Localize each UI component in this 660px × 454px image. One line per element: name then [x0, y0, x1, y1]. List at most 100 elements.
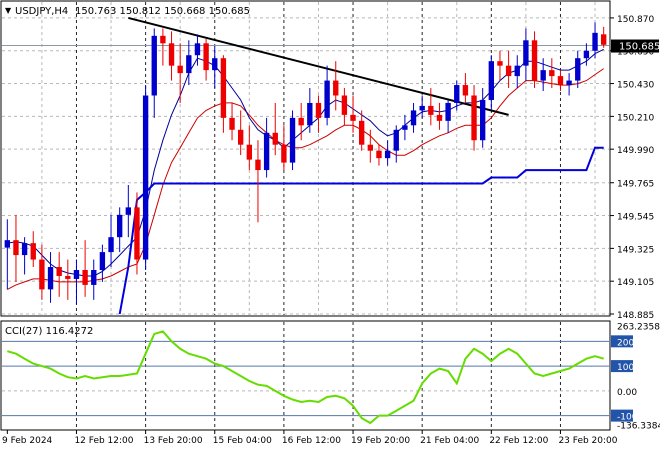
candle-body — [108, 237, 114, 253]
candle-body — [471, 95, 477, 141]
candle — [108, 214, 114, 268]
candle-body — [134, 207, 140, 260]
candle-body — [566, 80, 572, 86]
y-tick-label: 149.105 — [617, 278, 654, 288]
candle-body — [497, 61, 503, 66]
candle — [13, 214, 19, 282]
candle-body — [21, 243, 28, 256]
cci-panel-frame — [0, 320, 611, 431]
trendline[interactable] — [128, 16, 509, 116]
x-axis: 9 Feb 2024 12 Feb 12:00 13 Feb 20:00 15 Feb… — [2, 430, 618, 446]
candle — [523, 28, 529, 81]
x-tick-label: 23 Feb 20:00 — [558, 436, 617, 446]
candle-body — [13, 240, 19, 256]
candle-body — [358, 120, 365, 145]
candle — [298, 102, 304, 141]
candle-body — [341, 95, 348, 115]
candle-body — [65, 275, 71, 279]
y-tick-label: 148.885 — [617, 311, 654, 321]
candle — [531, 31, 538, 89]
cci-tick-label: 200 — [617, 338, 634, 348]
candle-body — [454, 85, 460, 103]
candle — [575, 50, 581, 89]
candle — [384, 140, 391, 166]
candle — [479, 88, 486, 148]
x-tick-label: 13 Feb 20:00 — [144, 436, 203, 446]
candle — [134, 192, 140, 275]
candle — [540, 58, 546, 92]
candle — [350, 95, 356, 133]
slow-moving-average-line — [7, 68, 604, 290]
main-panel-frame — [0, 0, 611, 317]
y-tick-label: 149.990 — [617, 146, 654, 156]
candle-body — [514, 65, 520, 77]
candle-body — [600, 34, 607, 45]
x-tick-label: 15 Feb 04:00 — [213, 436, 272, 446]
support-line — [118, 146, 604, 315]
candle — [56, 252, 62, 297]
candle-body — [125, 207, 132, 215]
candle-body — [592, 32, 598, 51]
candle-body — [324, 80, 330, 118]
candle — [177, 43, 183, 103]
candle-body — [557, 76, 564, 86]
candle-body — [73, 270, 80, 279]
candle — [91, 259, 97, 300]
x-tick-label: 22 Feb 12:00 — [489, 436, 548, 446]
candle-body — [583, 50, 590, 59]
candle — [194, 34, 201, 66]
candle-body — [220, 58, 227, 118]
candle-body — [376, 150, 382, 159]
candle-body — [531, 40, 538, 81]
cci-level-tag — [611, 335, 633, 348]
candle-body — [203, 43, 209, 71]
candle — [246, 125, 253, 171]
candle-body — [307, 102, 313, 126]
candle — [488, 55, 495, 111]
candle-body — [160, 35, 166, 44]
candle — [255, 140, 261, 223]
candle-body — [212, 58, 218, 71]
candle-body — [281, 144, 287, 163]
menu-triangle-icon[interactable]: ▼ — [5, 6, 12, 15]
y-tick-label: 149.765 — [617, 180, 654, 190]
candle — [583, 43, 590, 66]
candle-body — [298, 117, 304, 126]
candle-body — [237, 129, 244, 145]
chart-title: USDJPY,H4 — [15, 6, 68, 17]
candle — [497, 50, 503, 81]
candle-body — [56, 267, 62, 276]
candle — [600, 26, 607, 48]
candle — [358, 110, 365, 151]
current-price-tag: 150.685 — [611, 39, 660, 53]
candle-body — [246, 144, 253, 160]
candle — [281, 125, 287, 171]
candle-body — [142, 95, 149, 260]
cci-tick-label: -136.3384 — [617, 422, 660, 432]
candle — [186, 40, 192, 86]
candle — [237, 110, 244, 156]
candle-body — [575, 58, 581, 81]
candle — [263, 117, 270, 178]
candle — [82, 240, 88, 297]
candle-body — [168, 43, 175, 66]
candle-body — [367, 144, 374, 151]
candle-body — [384, 150, 391, 159]
candle-body — [194, 43, 201, 56]
candle — [445, 99, 451, 133]
candle — [367, 129, 374, 163]
candle-body — [505, 65, 512, 77]
candle — [289, 110, 296, 171]
candle — [168, 31, 175, 81]
candle — [402, 114, 408, 141]
candle-body — [445, 102, 451, 121]
x-tick-label: 21 Feb 04:00 — [420, 436, 479, 446]
candle-body — [488, 61, 495, 100]
candle — [505, 50, 512, 89]
y-tick-label: 150.210 — [617, 113, 654, 123]
candle — [566, 73, 572, 96]
candle-body — [350, 114, 356, 121]
candle — [376, 144, 382, 166]
x-tick-label: 12 Feb 12:00 — [74, 436, 133, 446]
cci-level-tag — [611, 409, 633, 422]
